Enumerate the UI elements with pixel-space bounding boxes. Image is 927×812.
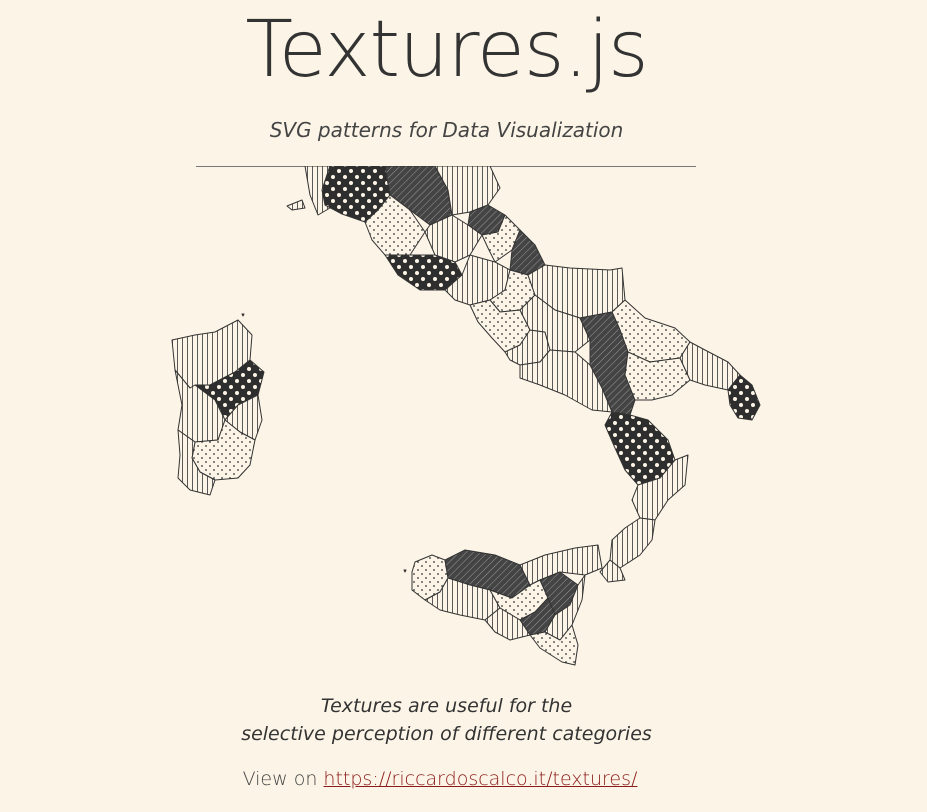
textures-link[interactable]: https://riccardoscalco.it/textures/ (323, 768, 638, 790)
island-tavolara (241, 313, 245, 317)
region-basilicata-north (519, 294, 591, 353)
view-on-row: View on https://riccardoscalco.it/textur… (0, 768, 880, 790)
island-elba (286, 199, 306, 211)
region-sicily-syracuse (529, 624, 579, 666)
region-puglia-inner (624, 351, 691, 401)
island-pantelleria (403, 569, 407, 573)
region-calabria-tip (609, 517, 656, 569)
caption-line-2: selective perception of different catego… (241, 723, 652, 745)
region-calabria-north (519, 349, 613, 413)
view-on-label: View on (242, 768, 318, 790)
caption: Textures are useful for the selective pe… (0, 692, 893, 748)
caption-line-1: Textures are useful for the (320, 695, 573, 717)
page-subtitle: SVG patterns for Data Visualization (269, 118, 624, 142)
italy-texture-map (171, 166, 761, 666)
region-puglia-south (679, 341, 741, 391)
region-salento (727, 374, 761, 421)
page-title: Textures.js (245, 5, 648, 95)
region-calabria-south (631, 454, 689, 521)
region-basilicata (579, 311, 636, 416)
region-calabria-toe (599, 559, 626, 583)
region-sardinia-sw (177, 429, 216, 496)
